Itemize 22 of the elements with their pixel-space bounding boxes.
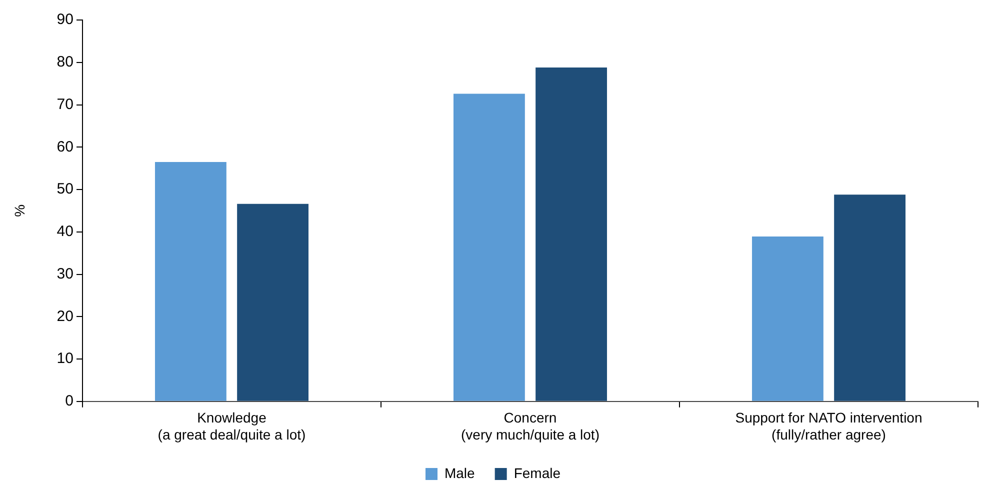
legend-label: Female <box>514 464 561 481</box>
y-tick-label: 0 <box>65 392 74 410</box>
x-tick-label: Support for NATO intervention (fully/rather agree) <box>735 410 922 442</box>
y-tick-label: 50 <box>56 180 74 198</box>
y-tick-label: 90 <box>56 11 74 28</box>
bar <box>154 162 226 401</box>
y-tick-label: 80 <box>56 54 74 71</box>
y-tick-label: 10 <box>56 350 74 368</box>
legend-label: Male <box>444 464 476 481</box>
bar <box>453 94 525 401</box>
y-tick-label: 60 <box>56 138 74 156</box>
y-tick-label: 20 <box>56 308 74 325</box>
y-tick-label: 30 <box>56 265 74 282</box>
x-tick-label: Concern (very much/quite a lot) <box>460 410 600 442</box>
y-axis-title: % <box>11 204 28 217</box>
bar <box>834 194 906 401</box>
bar <box>536 67 607 401</box>
y-tick-label: 70 <box>56 96 74 113</box>
bar <box>752 236 824 401</box>
x-tick-label: Knowledge (a great deal/quite a lot) <box>158 410 306 442</box>
y-tick-label: 40 <box>56 223 74 240</box>
bar <box>237 204 308 401</box>
